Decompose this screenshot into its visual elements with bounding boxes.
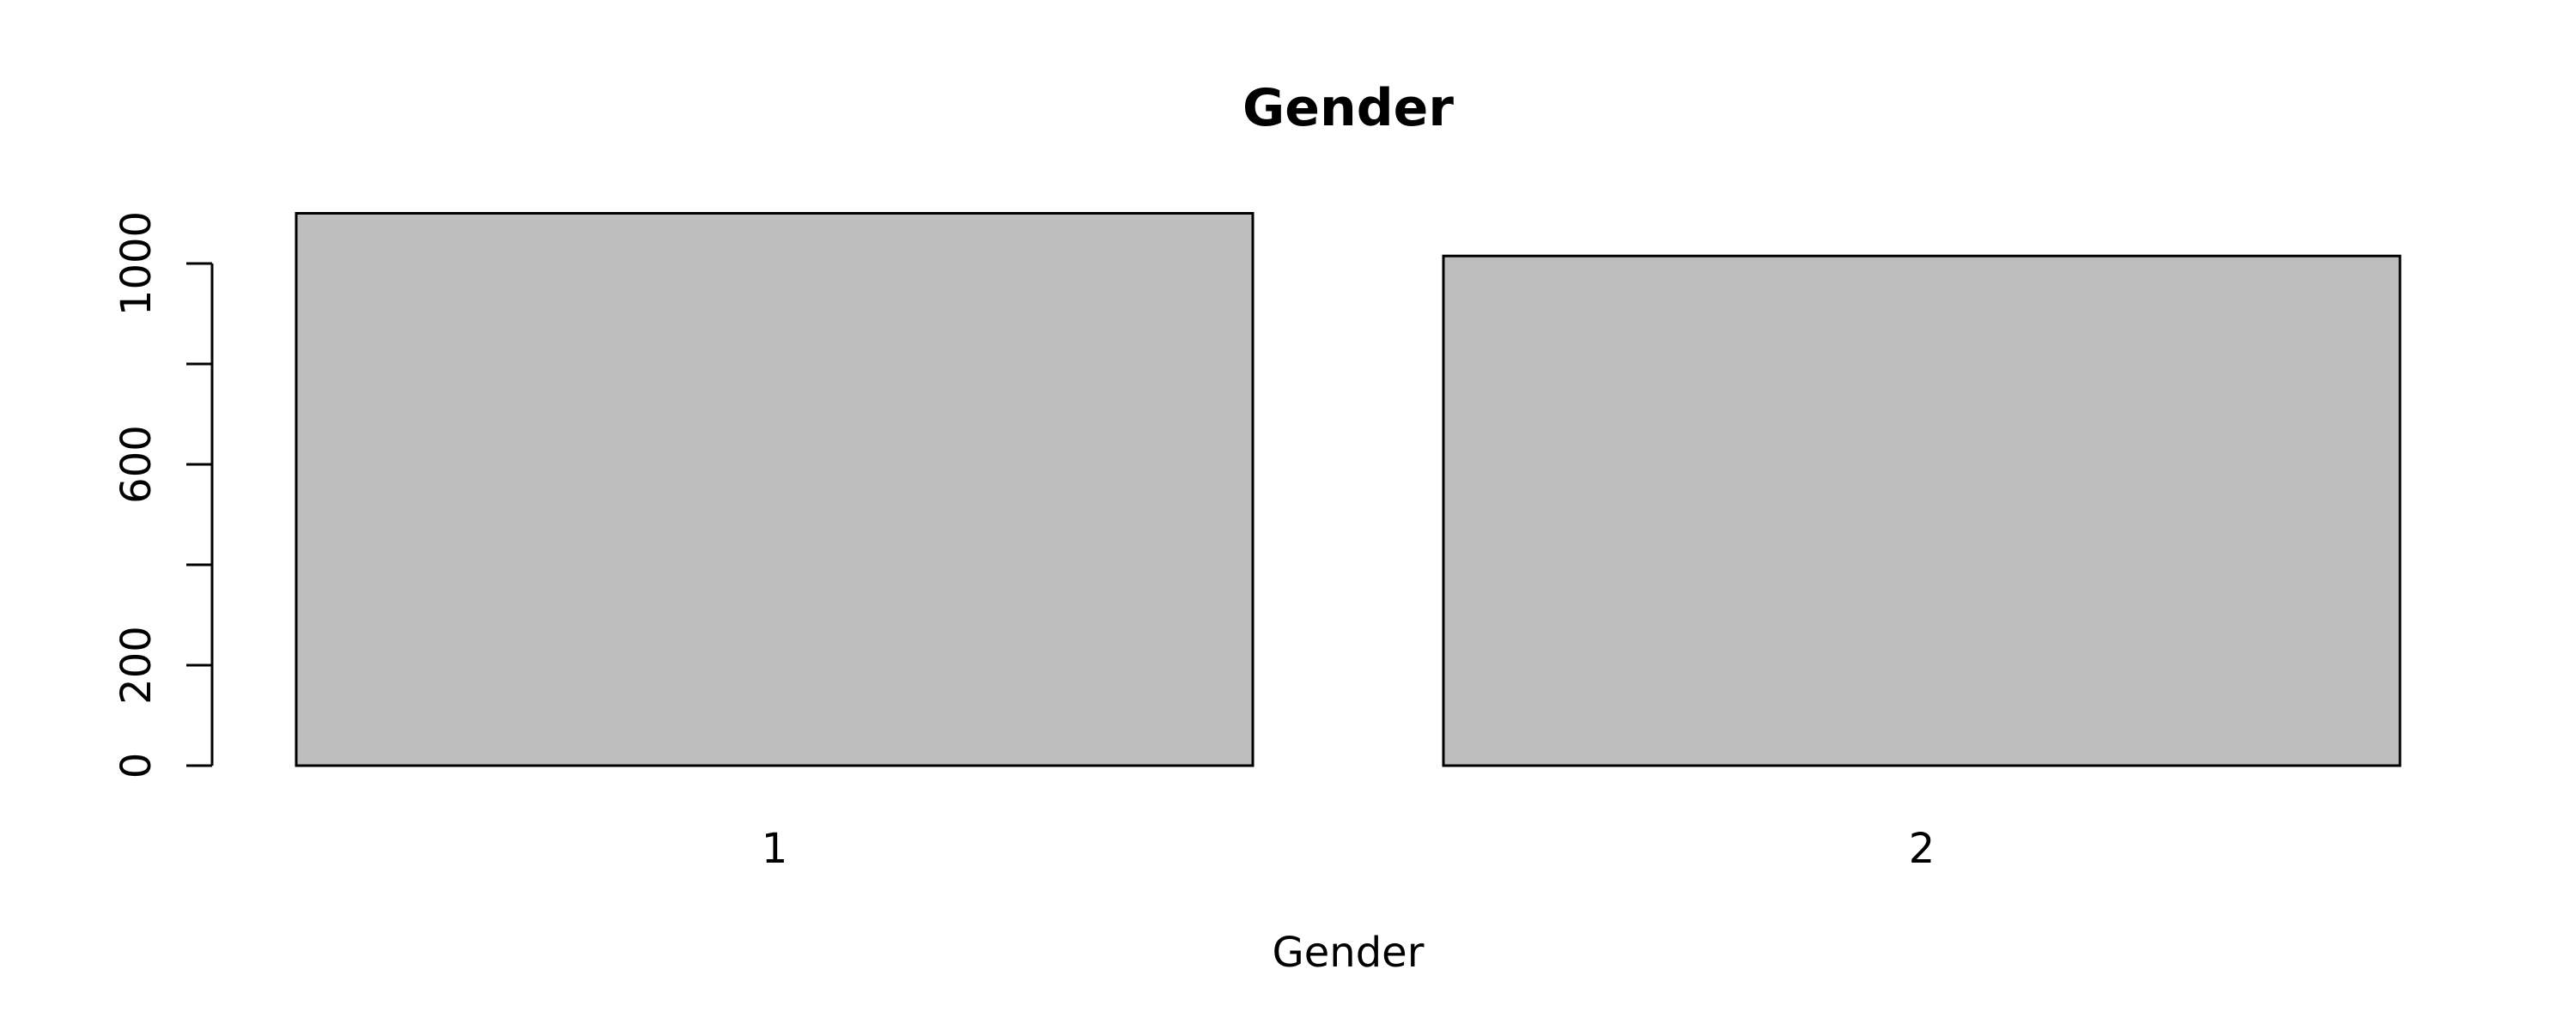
chart-title: Gender	[1242, 78, 1454, 138]
bars-group	[295, 212, 2402, 767]
bar-2	[1442, 254, 2402, 767]
y-tick-label-200: 200	[112, 626, 161, 705]
bar-1	[295, 212, 1255, 767]
x-tick-label-2: 2	[1909, 825, 1935, 873]
x-axis-label: Gender	[1273, 929, 1425, 977]
y-axis: 0 200 600 1000	[112, 211, 214, 779]
y-tick-label-600: 600	[112, 425, 161, 504]
x-tick-label-1: 1	[762, 825, 788, 873]
y-tick-label-1000: 1000	[112, 211, 161, 316]
y-tick-label-0: 0	[112, 753, 161, 779]
